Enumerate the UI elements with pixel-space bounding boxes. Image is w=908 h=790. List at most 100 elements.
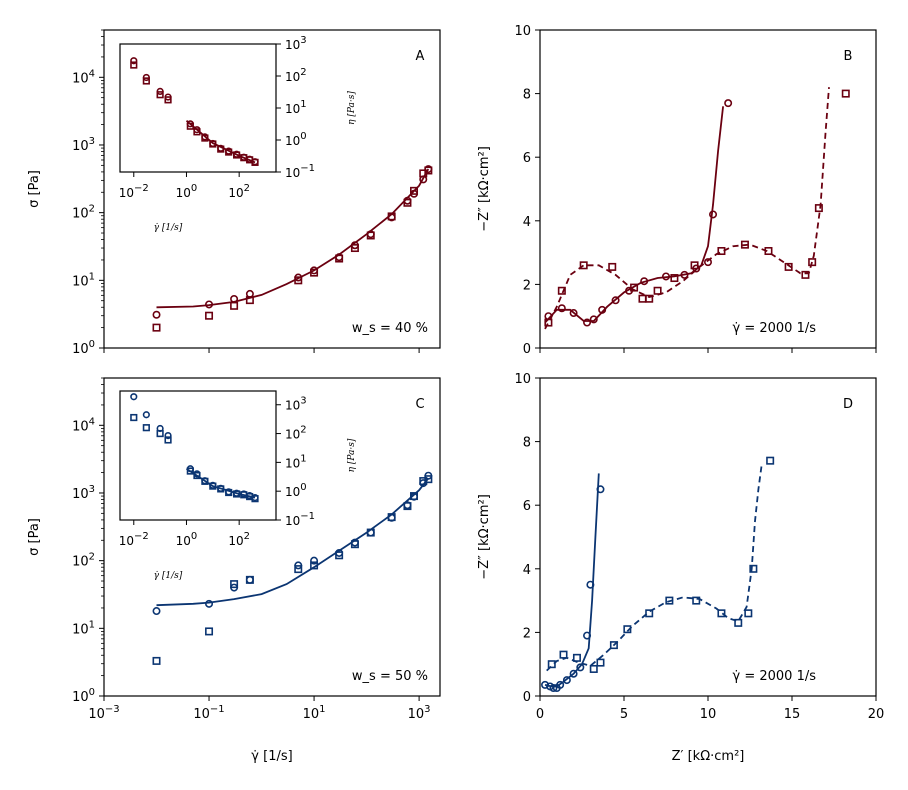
- inset-y-tick-label: 103: [285, 396, 307, 413]
- inset-x-tick-label: 100: [176, 531, 198, 548]
- data-point-square: [744, 609, 753, 618]
- inset-y-tick-label: 10−1: [285, 163, 315, 180]
- data-point-circle: [142, 411, 150, 419]
- data-point-circle: [583, 318, 592, 327]
- y-tick-label: 0: [523, 342, 531, 357]
- panel-label: A: [416, 49, 425, 64]
- data-point-circle: [703, 258, 712, 267]
- data-point-square: [609, 641, 618, 650]
- x-tick-label: 10−1: [193, 704, 224, 722]
- data-point-square: [205, 311, 214, 320]
- data-point-square: [410, 186, 419, 195]
- panel-annotation: γ̇ = 2000 1/s: [733, 669, 817, 684]
- y-tick-label: 100: [72, 687, 95, 705]
- data-point-square: [251, 495, 259, 503]
- data-point-square: [690, 261, 699, 270]
- inset-x-tick-label: 102: [228, 183, 250, 200]
- data-point-square: [638, 294, 647, 303]
- data-point-square: [424, 475, 433, 484]
- axes-frame: [103, 29, 441, 349]
- inset-y-tick-label: 101: [285, 453, 307, 470]
- inset-A: 10−2 100 102 10−1 100 101 102 103 γ̇ [1/s] η [Pa·…: [119, 35, 357, 233]
- data-point-square: [201, 477, 209, 485]
- panel-annotation: γ̇ = 2000 1/s: [733, 321, 817, 336]
- x-tick-label: 5: [620, 707, 628, 722]
- inset-y-tick-label: 100: [285, 482, 307, 499]
- panel-annotation: w_s = 40 %: [352, 321, 428, 336]
- fit-line: [544, 473, 600, 688]
- panel-D: 0 2 4 6 8 10 0 5 10 15 20 −Z″ [kΩ·cm²] Z′ [kΩ·cm²] Dγ…: [477, 372, 884, 764]
- data-point-square: [156, 91, 164, 99]
- inset-y-tick-label: 102: [285, 67, 307, 84]
- inset-y-label: η [Pa·s]: [347, 438, 357, 472]
- y-tick-label: 103: [72, 484, 95, 502]
- panel-A: 100 101 102 103 104 σ [Pa] Aw_s = 40 %: [27, 29, 441, 357]
- data-point-circle: [556, 680, 565, 689]
- y-tick-label: 10: [514, 372, 531, 387]
- x-tick-label: 101: [303, 704, 326, 722]
- y-tick-label: 2: [523, 626, 531, 641]
- data-point-circle: [130, 393, 138, 401]
- fit-line-dashed: [544, 87, 830, 330]
- data-point-square: [164, 436, 172, 444]
- y-tick-label: 102: [72, 204, 95, 222]
- data-point-circle: [549, 684, 558, 693]
- data-point-square: [251, 158, 259, 166]
- data-point-square: [766, 456, 775, 465]
- data-point-square: [350, 244, 359, 253]
- inset-x-tick-label: 102: [228, 531, 250, 548]
- data-point-circle: [724, 99, 733, 108]
- panel-annotation: w_s = 50 %: [352, 669, 428, 684]
- y-tick-label: 4: [523, 215, 531, 230]
- data-point-square: [152, 323, 161, 332]
- data-point-square: [608, 262, 617, 271]
- data-point-square: [596, 658, 605, 667]
- data-point-square: [130, 61, 138, 69]
- x-axis-label: γ̇ [1/s]: [251, 749, 292, 764]
- y-axis-label: −Z″ [kΩ·cm²]: [477, 146, 492, 232]
- y-tick-label: 104: [72, 68, 95, 86]
- y-tick-label: 102: [72, 552, 95, 570]
- data-point-square: [335, 551, 344, 560]
- data-point-square: [410, 492, 419, 501]
- data-point-circle: [245, 575, 254, 584]
- y-tick-label: 4: [523, 563, 531, 578]
- panel-B: 0 2 4 6 8 10 −Z″ [kΩ·cm²] Bγ̇ = 2000 1/s: [477, 24, 877, 357]
- x-axis-label: Z′ [kΩ·cm²]: [672, 749, 745, 764]
- inset-x-tick-label: 100: [176, 183, 198, 200]
- data-point-square: [366, 231, 375, 240]
- data-point-square: [589, 664, 598, 673]
- inset-x-label: γ̇ [1/s]: [154, 571, 183, 581]
- inset-y-tick-label: 10−1: [285, 511, 315, 528]
- data-point-square: [156, 429, 164, 438]
- data-point-square: [547, 660, 556, 669]
- inset-y-tick-label: 100: [285, 131, 307, 148]
- y-tick-label: 101: [72, 619, 95, 637]
- axes-frame: [103, 377, 441, 697]
- inset-x-label: γ̇ [1/s]: [154, 223, 183, 233]
- inset-x-tick-label: 10−2: [119, 531, 149, 548]
- data-point-square: [403, 198, 412, 207]
- x-tick-label: 20: [868, 707, 885, 722]
- data-point-square: [814, 204, 823, 213]
- data-point-square: [559, 650, 568, 659]
- data-point-circle: [611, 296, 620, 305]
- data-point-square: [164, 96, 172, 104]
- y-tick-label: 10: [514, 24, 531, 39]
- data-point-square: [579, 261, 588, 270]
- panel-C: 100 101 102 103 104 10−3 10−1 101 103 σ [Pa] γ̇ [1…: [27, 377, 441, 764]
- data-point-square: [186, 467, 194, 475]
- fit-line: [156, 168, 430, 309]
- data-point-square: [717, 609, 726, 618]
- data-point-circle: [589, 315, 598, 324]
- data-point-square: [142, 77, 150, 85]
- inset-y-tick-label: 103: [285, 35, 307, 52]
- fit-line-dashed: [546, 463, 763, 672]
- y-axis-label: −Z″ [kΩ·cm²]: [477, 494, 492, 580]
- data-point-square: [734, 618, 743, 627]
- y-tick-label: 6: [523, 151, 531, 166]
- data-point-circle: [576, 663, 585, 672]
- data-point-square: [152, 656, 161, 665]
- data-point-square: [205, 627, 214, 636]
- data-point-square: [193, 471, 201, 480]
